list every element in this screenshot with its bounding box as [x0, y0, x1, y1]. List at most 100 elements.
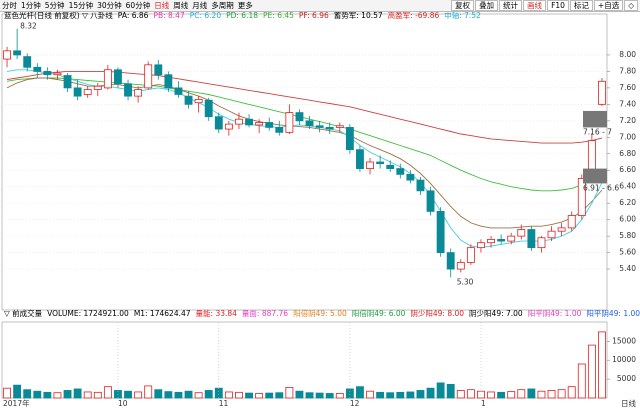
candle-body [13, 50, 22, 56]
candle-body [446, 252, 455, 270]
candle-body [436, 211, 445, 253]
candle-body [245, 118, 253, 126]
candle-body [204, 99, 213, 118]
volume-bar [456, 390, 465, 399]
volume-bar [366, 390, 374, 399]
volume-bar [235, 391, 243, 399]
tab[interactable]: 15分钟 [68, 1, 94, 10]
candle-body [285, 112, 294, 133]
candle-body [164, 74, 173, 89]
candle-body [345, 127, 354, 151]
zone-label: 6.91 - 6.6 [583, 183, 619, 192]
candle-body [144, 64, 153, 89]
ma-line [6, 77, 603, 229]
volume-bar [466, 389, 475, 399]
tab[interactable]: 30分钟 [97, 1, 122, 10]
volume-bar [255, 393, 264, 399]
button[interactable]: F10 [547, 0, 569, 11]
candle-body [53, 72, 62, 76]
tab[interactable]: 5分钟 [44, 1, 65, 10]
volume-bar [83, 391, 92, 399]
tab[interactable]: 月线 [192, 1, 208, 10]
header-item: VOLUME: 1724921.00 [47, 309, 129, 318]
tab[interactable]: 60分钟 [125, 1, 151, 10]
volume-bar [194, 392, 203, 399]
volume-bar [124, 390, 132, 399]
header-item: PF: 6.96 [299, 12, 329, 20]
candle-body [194, 99, 203, 104]
tab[interactable]: 周线 [173, 1, 189, 10]
tab[interactable]: 1分钟 [21, 1, 41, 10]
volume-bar [174, 391, 183, 399]
ma-line [6, 70, 603, 144]
header-item: PE: 6.45 [263, 12, 294, 20]
header-item: M1: 174624.47 [134, 309, 191, 318]
y-tick-label: 7.60 [619, 83, 636, 92]
tabs: 分时 1分钟 5分钟 15分钟 30分钟 60分钟 日线 周线 月线 多周期 更多 [2, 0, 257, 11]
y-tick-label: 15000 [612, 336, 636, 345]
low-label: 5.30 [457, 277, 474, 286]
candle-body [517, 229, 526, 237]
x-tick-label: 2017年 [3, 398, 30, 408]
volume-bar [335, 393, 344, 399]
candle-body [224, 123, 233, 130]
y-tick-label: 5000 [617, 374, 636, 383]
button[interactable]: 统计 [499, 0, 523, 11]
volume-bar [598, 331, 606, 399]
volume-bar [436, 382, 445, 399]
candle-body [487, 239, 495, 244]
candle-body [63, 75, 72, 89]
candle-body [456, 262, 465, 270]
header-item: 阳平阴49: 1.00 [528, 309, 582, 318]
candle-body [255, 122, 264, 126]
volume-bar [567, 386, 576, 399]
candle-body [507, 235, 516, 242]
button[interactable]: 复权 [451, 0, 475, 11]
volume-bar [63, 390, 72, 399]
header-item: 阴少阳49: 7.00 [469, 309, 523, 318]
candle-body [466, 247, 475, 263]
volume-bar [507, 391, 516, 399]
header-item: ▽ 前成交量 [4, 308, 43, 318]
button[interactable]: 标记 [569, 0, 593, 11]
volume-bar [386, 392, 395, 399]
candle-body [356, 149, 364, 169]
button[interactable]: 画线 [523, 0, 547, 11]
y-tick-label: 7.40 [619, 99, 636, 108]
candle-body [134, 89, 143, 97]
volume-bar [356, 386, 364, 399]
candle-body [265, 122, 274, 128]
tab[interactable]: 分时 [2, 1, 17, 10]
tab[interactable]: 更多 [237, 1, 253, 10]
y-tick-label: 5.60 [619, 248, 636, 257]
volume-bar [537, 390, 546, 399]
y-tick-label: 6.40 [619, 182, 636, 191]
volume-bar [154, 389, 163, 399]
ma-line [6, 69, 603, 249]
volume-frame [1, 321, 608, 399]
button[interactable]: ◇ [624, 0, 638, 11]
volume-bar [73, 388, 82, 399]
tab[interactable]: 日线 [154, 1, 170, 10]
x-tick-label: 12 [350, 399, 360, 408]
volume-bar [43, 391, 52, 399]
volume-bar [305, 392, 314, 399]
volume-bar [265, 392, 274, 399]
toolbar: 分时 1分钟 5分钟 15分钟 30分钟 60分钟 日线 周线 月线 多周期 更多 复权 叠加 统计 画线 F… [0, 0, 640, 12]
volume-bar [557, 389, 566, 399]
volume-bar [577, 363, 586, 399]
volume-bar [214, 387, 223, 399]
volume-bar [497, 391, 506, 399]
tab[interactable]: 多周期 [211, 1, 234, 10]
button[interactable]: 叠加 [475, 0, 499, 11]
candle-body [376, 161, 385, 165]
header-item: 阳平阴49: 1.00 [586, 309, 640, 318]
y-tick-label: 5.40 [619, 264, 636, 273]
button[interactable]: +自选 [593, 0, 624, 11]
buttons: 复权 叠加 统计 画线 F10 标记 +自选 ◇ [450, 0, 638, 11]
candle-body [174, 87, 183, 95]
candle-body [416, 179, 425, 192]
volume-bar [547, 390, 556, 399]
candle-body [406, 173, 415, 181]
